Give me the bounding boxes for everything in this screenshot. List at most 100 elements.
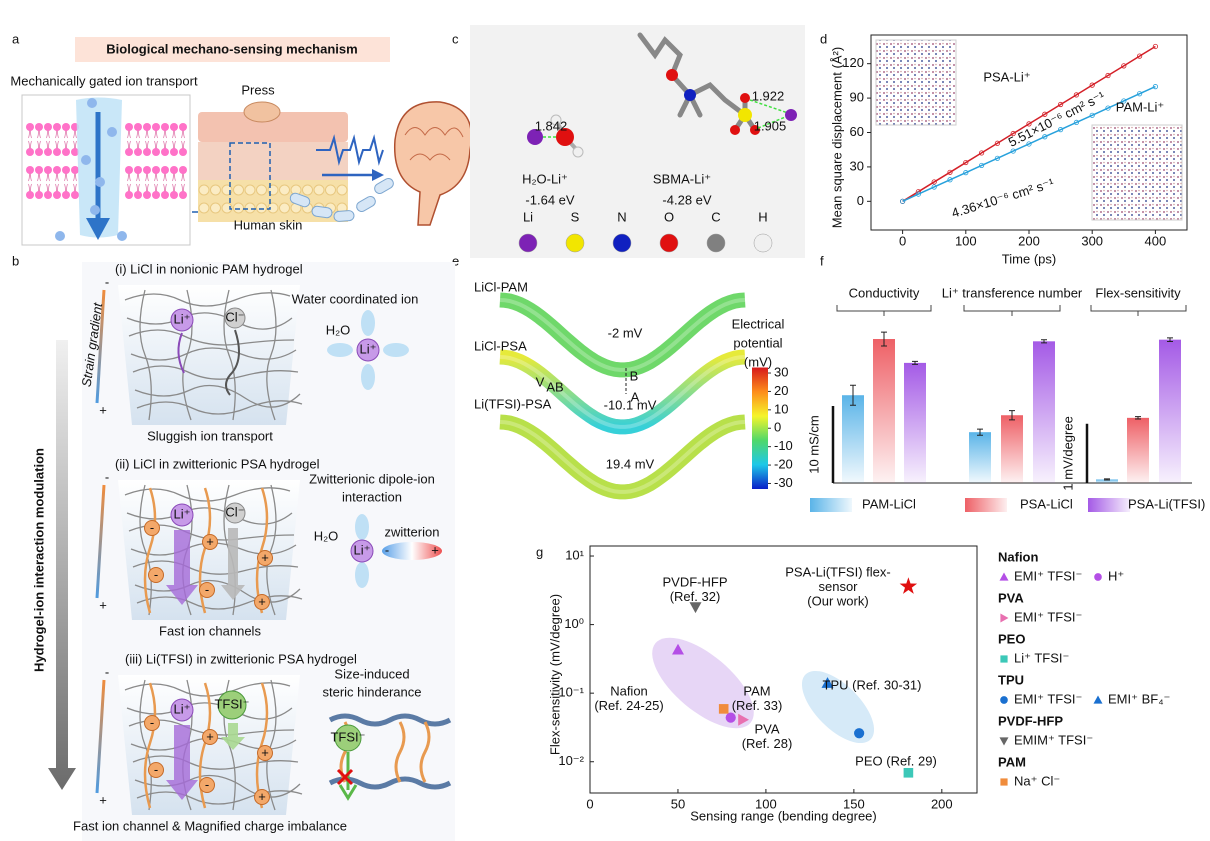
annotation: (Ref. 32)	[670, 589, 721, 604]
point	[1137, 91, 1143, 97]
error-bar	[1009, 410, 1015, 421]
lipid-head	[134, 148, 142, 156]
atom	[666, 69, 678, 81]
series-line	[902, 45, 1156, 202]
charge-ball	[199, 777, 215, 793]
panel-title: Biological mechano-sensing mechanism	[106, 41, 357, 56]
lipid-head	[170, 166, 178, 174]
point	[1026, 121, 1032, 127]
panel-label: f	[820, 253, 824, 268]
point	[1042, 111, 1048, 117]
point	[978, 162, 985, 169]
colorbar-tick-label: -30	[774, 475, 793, 490]
panel-label: g	[536, 544, 543, 559]
potential-band-edge	[499, 355, 746, 429]
colorbar-tick-label: 20	[774, 383, 788, 398]
atom	[740, 93, 750, 103]
x-axis-label: Sensing range (bending degree)	[690, 808, 876, 823]
fat-cell	[336, 184, 348, 196]
network-strand	[136, 595, 303, 610]
charge-ball	[202, 729, 218, 745]
atom	[730, 125, 740, 135]
note: interaction	[342, 489, 402, 504]
network-strand	[132, 365, 299, 380]
ion	[117, 231, 127, 241]
legend-group: Nafion	[998, 549, 1039, 564]
atom-swatch	[753, 233, 773, 253]
network-strand	[128, 329, 295, 346]
legend-swatch	[1088, 498, 1130, 512]
network-strand	[134, 579, 301, 603]
strain-plus: +	[99, 402, 107, 417]
li-ion-label: Li⁺	[174, 506, 191, 521]
lipid-head	[35, 123, 43, 131]
legend-marker	[1000, 655, 1008, 663]
lipid-head	[26, 148, 34, 156]
legend-marker	[999, 572, 1009, 581]
panel-label: e	[452, 253, 459, 268]
hydrogel	[118, 285, 300, 425]
fat-cell	[198, 184, 210, 196]
bond-length: 1.922	[752, 88, 785, 103]
point	[1073, 119, 1080, 126]
band-name: LiCl-PAM	[474, 279, 528, 294]
fat-cell	[279, 184, 290, 196]
x-tick-label: 150	[843, 796, 865, 811]
point	[931, 184, 937, 190]
fat-cell	[256, 184, 267, 196]
nerve-segment	[374, 178, 394, 194]
nerve-segment	[311, 205, 333, 219]
error-bar	[1135, 416, 1141, 420]
atom-symbol: O	[664, 209, 674, 224]
atom-swatch	[612, 233, 632, 253]
fat-cell	[279, 202, 290, 214]
binding-energy: -4.28 eV	[662, 192, 711, 207]
point	[1010, 148, 1016, 154]
atom-symbol: C	[711, 209, 720, 224]
ion	[87, 98, 97, 108]
cluster	[801, 670, 875, 744]
li-ion	[356, 338, 380, 362]
anion-arrow	[221, 723, 245, 750]
dipole-plus: +	[431, 542, 439, 557]
point	[1137, 53, 1143, 59]
bar	[842, 395, 864, 483]
note: Zwitterionic dipole-ion	[309, 471, 435, 486]
network-strand	[136, 790, 303, 805]
series-line	[902, 85, 1156, 203]
charge-sign: +	[206, 534, 214, 549]
annotation: (Ref. 24-25)	[594, 698, 663, 713]
band-name: LiCl-PSA	[474, 338, 527, 353]
fat-cell	[210, 184, 221, 196]
marker	[903, 767, 914, 778]
colorbar	[752, 367, 768, 489]
legend-marker	[1000, 778, 1008, 786]
point	[1089, 82, 1095, 88]
potential-band	[499, 292, 746, 378]
legend-label: Na⁺ Cl⁻	[1014, 773, 1060, 788]
y-tick-label: 10¹	[565, 547, 584, 562]
side-label: Hydrogel-ion interaction modulation	[31, 448, 46, 672]
error-bar	[1041, 339, 1047, 344]
y-tick-label: 120	[842, 55, 864, 70]
charge-ball	[148, 762, 164, 778]
lipid-head	[179, 123, 187, 131]
blocked-arrow	[338, 752, 358, 801]
colorbar-title: (mV)	[744, 354, 772, 369]
zwitterion-chain	[255, 487, 269, 614]
network-strand	[124, 682, 291, 697]
legend-label: EMI⁺ BF₄⁻	[1108, 691, 1170, 706]
charge-sign: +	[261, 745, 269, 760]
lipid-head	[134, 191, 142, 199]
lipid-head	[152, 123, 160, 131]
charge-ball	[254, 789, 270, 805]
network-strand	[126, 312, 293, 330]
lipid-head	[26, 123, 34, 131]
li-ion	[170, 698, 194, 722]
note: Size-induced	[334, 666, 409, 681]
tfsi-ion-label: TFSI⁻	[214, 696, 249, 711]
lipid-head	[53, 191, 61, 199]
water	[355, 562, 369, 588]
caption: Mechanically gated ion transport	[10, 73, 198, 88]
lipid-head	[152, 191, 160, 199]
